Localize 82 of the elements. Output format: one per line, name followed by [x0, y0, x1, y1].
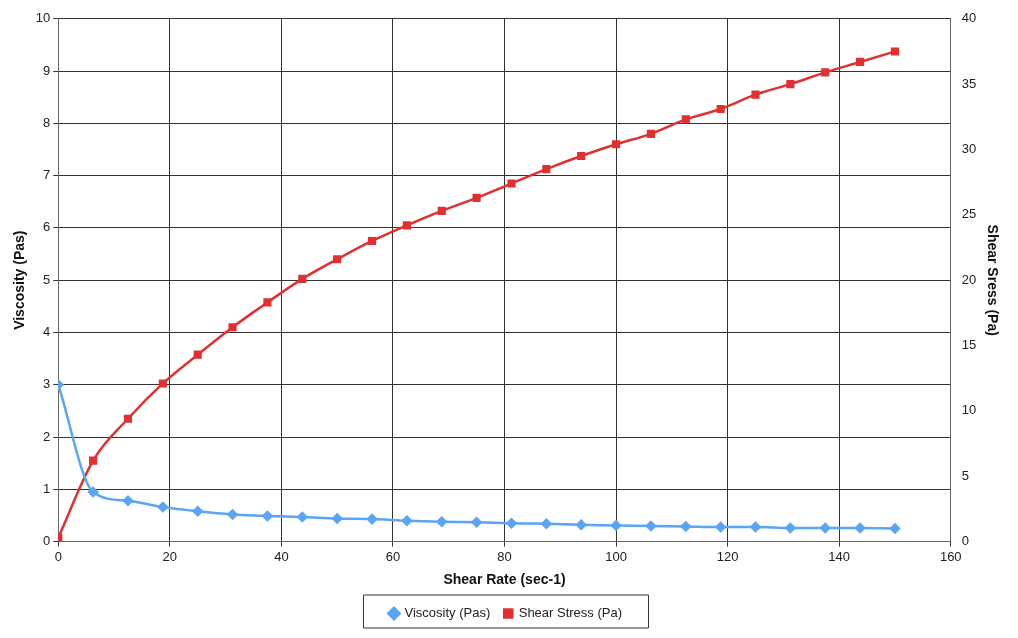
point	[227, 509, 238, 520]
y-tick-label: 4	[43, 324, 51, 340]
point	[542, 165, 551, 174]
point	[506, 518, 517, 529]
point	[821, 68, 830, 77]
point	[123, 414, 133, 423]
point	[785, 522, 796, 534]
point	[366, 513, 378, 525]
point	[158, 379, 167, 388]
point	[87, 486, 99, 498]
point	[437, 206, 446, 216]
x-tick-label: 60	[385, 548, 401, 564]
y2-tick-label: 40	[961, 10, 977, 26]
point	[122, 495, 134, 507]
point	[750, 521, 761, 533]
point	[157, 501, 169, 513]
point	[228, 323, 237, 332]
point	[856, 57, 865, 67]
x-tick-label: 140	[828, 548, 851, 564]
x-tick-label: 80	[497, 548, 512, 564]
y-tick-label: 5	[43, 271, 51, 287]
y2-tick-label: 10	[961, 402, 977, 418]
y-tick-label: 8	[43, 114, 51, 130]
point	[715, 521, 726, 533]
x-tick-label: 120	[716, 548, 739, 564]
point	[577, 151, 586, 161]
point	[402, 221, 411, 230]
point	[681, 115, 690, 124]
point	[331, 513, 343, 524]
y2-tick-label: 25	[961, 206, 977, 222]
point	[262, 510, 273, 522]
y2-tick-label: 30	[961, 141, 977, 157]
point	[575, 519, 587, 531]
y-tick-label: 7	[43, 167, 51, 183]
point	[298, 274, 307, 283]
point	[716, 104, 725, 114]
x-tick-label: 0	[54, 548, 62, 564]
point	[263, 298, 272, 307]
x-tick-label: 100	[605, 548, 627, 564]
point	[472, 193, 481, 202]
y-axis-title: Viscosity (Pas)	[11, 230, 28, 330]
legend-label: Shear Stress (Pa)	[518, 605, 623, 621]
y2-tick-label: 15	[961, 337, 977, 353]
y2-tick-label: 0	[961, 533, 969, 549]
point	[541, 518, 552, 530]
y2-axis-title: Shear Sress (Pa)	[984, 224, 1001, 336]
point	[646, 129, 655, 138]
point	[297, 511, 308, 523]
point	[610, 520, 622, 531]
point	[89, 456, 98, 465]
point	[611, 140, 621, 149]
x-tick-label: 20	[162, 548, 178, 564]
legend-label: Viscosity (Pas)	[404, 605, 491, 621]
y-tick-label: 0	[43, 533, 51, 549]
y-tick-label: 1	[43, 480, 51, 496]
point	[819, 522, 831, 534]
point	[193, 350, 202, 359]
point	[889, 523, 901, 534]
x-axis-title: Shear Rate (sec-1)	[443, 571, 566, 588]
y-tick-label: 9	[43, 62, 51, 78]
point	[645, 520, 657, 532]
y-tick-label: 3	[43, 376, 51, 392]
point	[192, 506, 203, 517]
y2-tick-label: 35	[961, 75, 977, 91]
y-tick-label: 2	[43, 428, 51, 444]
point	[367, 236, 377, 246]
point	[471, 517, 482, 528]
point	[890, 47, 900, 56]
y2-tick-label: 20	[961, 271, 977, 287]
point	[786, 80, 795, 89]
x-tick-label: 160	[939, 548, 962, 564]
y-tick-label: 10	[35, 10, 51, 26]
point	[401, 515, 413, 526]
point	[751, 90, 760, 99]
point	[333, 255, 342, 264]
y-tick-label: 6	[43, 219, 51, 235]
y2-tick-label: 5	[961, 467, 969, 483]
x-tick-label: 40	[274, 548, 289, 564]
point	[680, 521, 692, 532]
point	[854, 522, 866, 534]
point	[436, 516, 447, 527]
point	[507, 179, 516, 188]
